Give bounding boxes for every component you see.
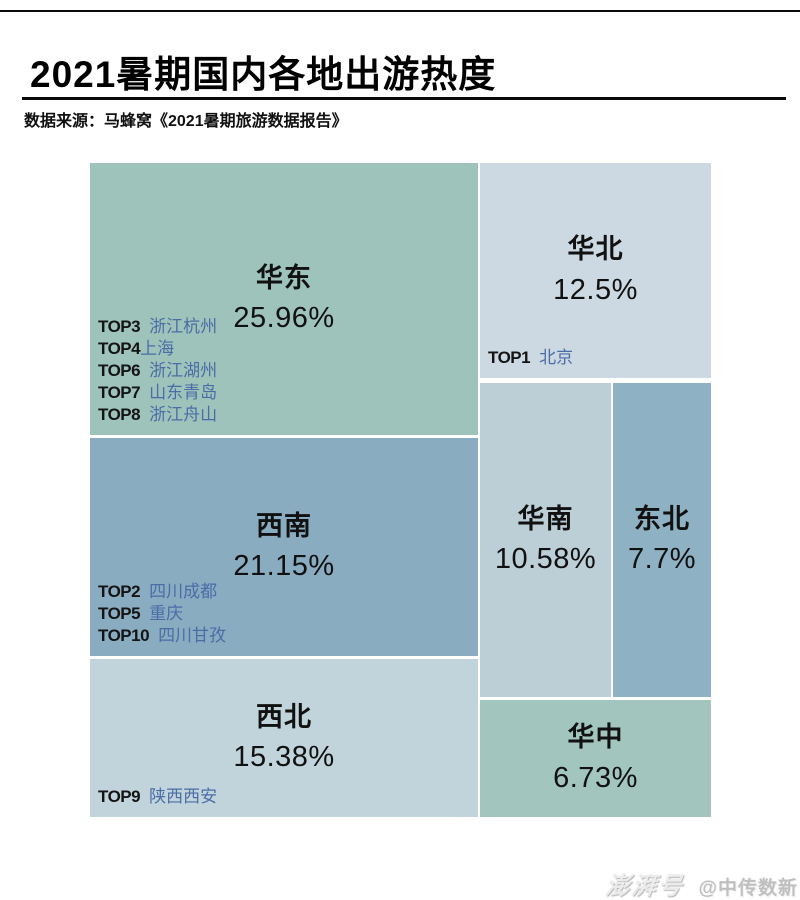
region-percentage: 10.58% [494, 543, 597, 576]
top-destination-item: TOP7 山东青岛 [98, 382, 217, 404]
top-destination-item: TOP5 重庆 [98, 603, 226, 625]
region-percentage: 12.5% [553, 273, 638, 306]
top-border-rule [0, 10, 800, 12]
region-label-group: 西南 21.15% [90, 438, 478, 656]
rank-label: TOP8 [98, 405, 141, 424]
rank-label: TOP3 [98, 317, 141, 336]
region-label-group: 华中 6.73% [480, 700, 711, 817]
treemap-block-huanan: 华南 10.58% [480, 383, 611, 697]
region-percentage: 21.15% [233, 550, 335, 583]
rank-label: TOP10 [98, 626, 150, 645]
top-destinations-list: TOP9 陕西西安 [98, 786, 217, 808]
rank-label: TOP9 [98, 787, 141, 806]
place-label: 浙江舟山 [149, 405, 218, 424]
region-label-group: 西北 15.38% [90, 659, 478, 817]
region-name: 华东 [256, 262, 312, 293]
top-destinations-list: TOP2 四川成都 TOP5 重庆 TOP10 四川甘孜 [98, 581, 226, 647]
top-destination-item: TOP4上海 [98, 338, 217, 360]
region-label-group: 华北 12.5% [480, 163, 711, 378]
top-destination-item: TOP9 陕西西安 [98, 786, 217, 808]
data-source-note: 数据来源：马蜂窝《2021暑期旅游数据报告》 [24, 113, 348, 130]
treemap-chart: 华东 25.96% TOP3 浙江杭州 TOP4上海 TOP6 浙江湖州 TOP7 山… [90, 163, 711, 817]
region-name: 华南 [517, 503, 574, 534]
treemap-block-huazhong: 华中 6.73% [480, 700, 711, 817]
place-label: 陕西西安 [149, 787, 218, 806]
rank-label: TOP2 [98, 582, 141, 601]
top-destination-item: TOP3 浙江杭州 [98, 316, 217, 338]
region-percentage: 25.96% [233, 302, 335, 335]
region-label-group: 东北 7.7% [613, 383, 711, 697]
place-label: 四川成都 [149, 582, 218, 601]
place-label: 山东青岛 [149, 383, 218, 402]
region-name: 西北 [256, 701, 312, 732]
top-destination-item: TOP2 四川成都 [98, 581, 226, 603]
title-divider [22, 97, 786, 100]
region-name: 东北 [634, 503, 690, 534]
top-destinations-list: TOP1 北京 [488, 347, 573, 369]
top-destinations-list: TOP3 浙江杭州 TOP4上海 TOP6 浙江湖州 TOP7 山东青岛 TOP8 浙江… [98, 316, 217, 426]
region-percentage: 15.38% [233, 741, 335, 774]
top-destination-item: TOP10 四川甘孜 [98, 625, 226, 647]
region-name: 西南 [256, 510, 312, 541]
place-label: 重庆 [149, 604, 184, 623]
region-percentage: 7.7% [627, 543, 697, 576]
top-destination-item: TOP8 浙江舟山 [98, 404, 217, 426]
region-label-group: 华南 10.58% [480, 383, 611, 697]
treemap-block-xinan: 西南 21.15% TOP2 四川成都 TOP5 重庆 TOP10 四川甘孜 [90, 438, 478, 656]
place-label: 浙江杭州 [149, 317, 218, 336]
watermark-platform-logo: 澎湃号 [604, 873, 686, 900]
watermark-account: @中传数新 [698, 878, 798, 899]
place-label: 北京 [539, 348, 574, 367]
treemap-block-dongbei: 东北 7.7% [613, 383, 711, 697]
rank-label: TOP6 [98, 361, 141, 380]
treemap-block-huabei: 华北 12.5% TOP1 北京 [480, 163, 711, 378]
place-label: 浙江湖州 [149, 361, 218, 380]
watermark: 澎湃号 @中传数新 [604, 866, 798, 900]
rank-label: TOP7 [98, 383, 141, 402]
place-label: 四川甘孜 [158, 626, 227, 645]
rank-label: TOP1 [488, 348, 531, 367]
region-percentage: 6.73% [553, 761, 638, 794]
treemap-block-huadong: 华东 25.96% TOP3 浙江杭州 TOP4上海 TOP6 浙江湖州 TOP7 山… [90, 163, 478, 435]
rank-label: TOP5 [98, 604, 141, 623]
region-name: 华北 [567, 234, 624, 265]
top-destination-item: TOP1 北京 [488, 347, 573, 369]
treemap-block-xibei: 西北 15.38% TOP9 陕西西安 [90, 659, 478, 817]
page-title: 2021暑期国内各地出游热度 [30, 54, 497, 95]
top-destination-item: TOP6 浙江湖州 [98, 360, 217, 382]
region-name: 华中 [567, 722, 624, 753]
region-label-group: 华东 25.96% [90, 163, 478, 435]
place-label: 上海 [140, 339, 175, 358]
rank-label: TOP4 [98, 339, 141, 358]
